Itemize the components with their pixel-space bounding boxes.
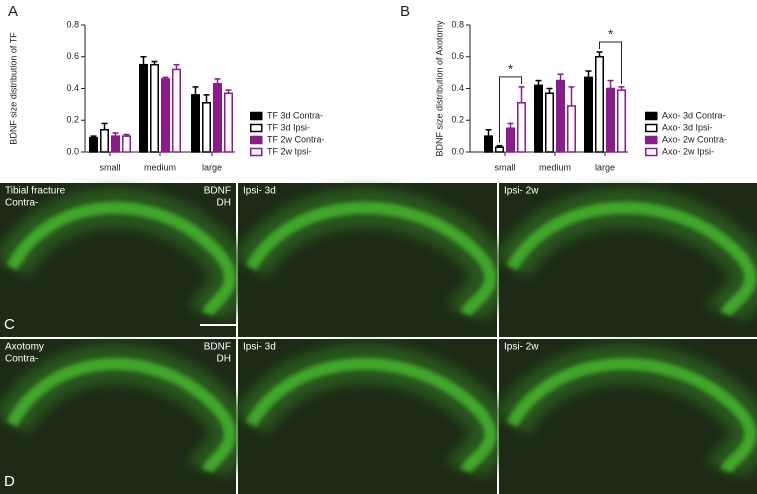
- bar: [617, 89, 626, 153]
- y-tick-label: 0.8: [66, 19, 79, 29]
- x-tick-label: small: [99, 162, 120, 172]
- bar: [150, 63, 159, 153]
- legend-swatch: [645, 111, 658, 121]
- lamina-signal: [6, 201, 236, 317]
- legend-swatch: [250, 135, 263, 145]
- bar: [495, 146, 504, 153]
- y-tick-label: 0.6: [451, 51, 464, 61]
- significance-mark: *: [508, 61, 513, 76]
- bar: [506, 127, 515, 153]
- x-tick-label: medium: [144, 162, 176, 172]
- legend-swatch: [645, 135, 658, 145]
- bar: [484, 135, 493, 153]
- chart-letter: B: [400, 3, 410, 20]
- legend-label: TF 3d Contra-: [267, 110, 323, 120]
- legend-label: TF 3d Ipsi-: [267, 122, 310, 132]
- y-tick-label: 0.0: [451, 146, 464, 156]
- bar: [89, 136, 98, 153]
- lamina-signal: [506, 201, 757, 317]
- y-tick-label: 0.2: [451, 115, 464, 125]
- y-tick-label: 0.8: [451, 19, 464, 29]
- legend-swatch: [250, 147, 263, 157]
- image-label: Contra-: [5, 198, 38, 209]
- bar: [584, 76, 593, 153]
- panel-letter: C: [4, 316, 15, 333]
- y-tick-label: 0.4: [66, 83, 79, 93]
- y-axis-label: BDNF size distribution of Axotomy: [434, 20, 444, 157]
- x-tick-label: small: [494, 162, 515, 172]
- bar: [224, 92, 233, 153]
- y-tick-label: 0.2: [66, 115, 79, 125]
- legend-swatch: [250, 123, 263, 133]
- bar: [202, 102, 211, 153]
- lamina-signal: [245, 357, 497, 474]
- legend-label: Axo- 3d Contra-: [662, 110, 726, 120]
- bar: [191, 94, 200, 153]
- bar: [517, 102, 526, 153]
- lamina-signal: [245, 201, 497, 317]
- image-label: Contra-: [5, 354, 38, 365]
- image-label: BDNF: [204, 342, 231, 353]
- bar: [534, 84, 543, 153]
- bar: [139, 63, 148, 153]
- image-label: Tibial fracture: [5, 186, 66, 197]
- bar: [111, 135, 120, 153]
- bar: [556, 79, 565, 153]
- significance-mark: *: [608, 26, 613, 41]
- image-label: Ipsi- 2w: [504, 186, 539, 197]
- bar: [172, 68, 181, 153]
- legend-swatch: [250, 111, 263, 121]
- legend-label: TF 2w Contra-: [267, 134, 325, 144]
- image-label: Ipsi- 3d: [243, 186, 276, 197]
- bar: [100, 129, 109, 153]
- chart-letter: A: [8, 3, 18, 20]
- image-label: Ipsi- 2w: [504, 342, 539, 353]
- panel-letter: D: [4, 473, 15, 490]
- y-axis-label: BDNF size distribution of TF: [8, 32, 18, 145]
- bar: [213, 82, 222, 153]
- image-label: Axotomy: [5, 342, 44, 353]
- legend-label: Axo- 3d Ipsi-: [662, 122, 713, 132]
- bar: [606, 87, 615, 153]
- x-tick-label: medium: [539, 162, 571, 172]
- legend-label: Axo- 2w Ipsi-: [662, 146, 714, 156]
- image-label: DH: [217, 354, 231, 365]
- y-tick-label: 0.6: [66, 51, 79, 61]
- x-tick-label: large: [202, 162, 222, 172]
- significance-bracket: [599, 41, 622, 84]
- image-label: DH: [217, 198, 231, 209]
- lamina-signal: [506, 357, 757, 474]
- significance-bracket: [499, 76, 522, 143]
- y-tick-label: 0.4: [451, 83, 464, 93]
- bar: [161, 78, 170, 153]
- legend-swatch: [645, 147, 658, 157]
- bar: [567, 105, 576, 153]
- bar: [545, 92, 554, 153]
- legend-label: Axo- 2w Contra-: [662, 134, 727, 144]
- lamina-signal: [6, 358, 236, 474]
- x-tick-label: large: [595, 162, 615, 172]
- legend-label: TF 2w Ipsi-: [267, 146, 312, 156]
- image-label: Ipsi- 3d: [243, 342, 276, 353]
- legend-swatch: [645, 123, 658, 133]
- y-tick-label: 0.0: [66, 146, 79, 156]
- bar: [122, 135, 131, 153]
- image-label: BDNF: [204, 186, 231, 197]
- bar: [595, 56, 604, 153]
